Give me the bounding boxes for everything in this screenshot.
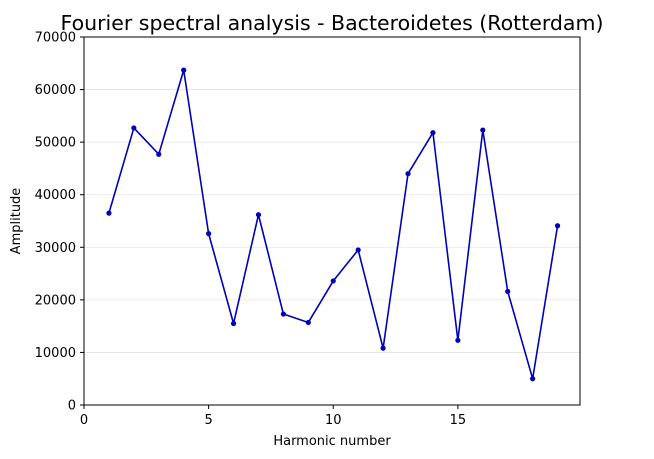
y-tick-label: 60000 <box>35 83 76 98</box>
data-point <box>206 231 212 237</box>
data-point <box>455 337 461 343</box>
x-axis: 0 5 10 15 <box>80 405 466 428</box>
series-layer <box>106 67 561 382</box>
data-point <box>106 210 112 216</box>
data-point <box>530 376 536 382</box>
data-point <box>430 130 436 136</box>
data-point <box>305 319 311 326</box>
data-point <box>505 288 511 295</box>
y-axis-label: Amplitude <box>9 188 24 255</box>
y-tick-label: 20000 <box>35 293 76 308</box>
y-tick-label: 10000 <box>35 346 76 361</box>
x-tick-label: 0 <box>80 413 88 428</box>
data-point <box>156 151 162 157</box>
data-point <box>380 345 386 351</box>
y-tick-label: 40000 <box>35 188 76 203</box>
data-point <box>280 311 286 317</box>
y-tick-label: 70000 <box>35 31 76 46</box>
chart-title: Fourier spectral analysis - Bacteroidete… <box>61 11 604 35</box>
y-tick-label: 50000 <box>35 136 76 151</box>
data-point <box>355 247 361 253</box>
data-point <box>255 212 262 218</box>
x-tick-label: 15 <box>450 413 467 428</box>
data-point <box>230 320 237 327</box>
data-point <box>480 127 486 133</box>
y-tick-label: 0 <box>68 399 76 414</box>
x-tick-label: 5 <box>204 413 212 428</box>
gridlines <box>84 89 580 353</box>
y-axis: 0 10000 20000 30000 40000 50000 60000 70000 <box>35 31 84 414</box>
y-tick-label: 30000 <box>35 241 76 256</box>
plot-frame <box>83 36 581 406</box>
data-point <box>330 278 336 284</box>
x-axis-label: Harmonic number <box>273 434 391 449</box>
data-point <box>405 171 411 177</box>
x-tick-label: 10 <box>325 413 342 428</box>
series-line <box>108 69 559 380</box>
data-point <box>554 223 561 229</box>
data-point <box>181 67 187 73</box>
data-point <box>131 125 137 131</box>
